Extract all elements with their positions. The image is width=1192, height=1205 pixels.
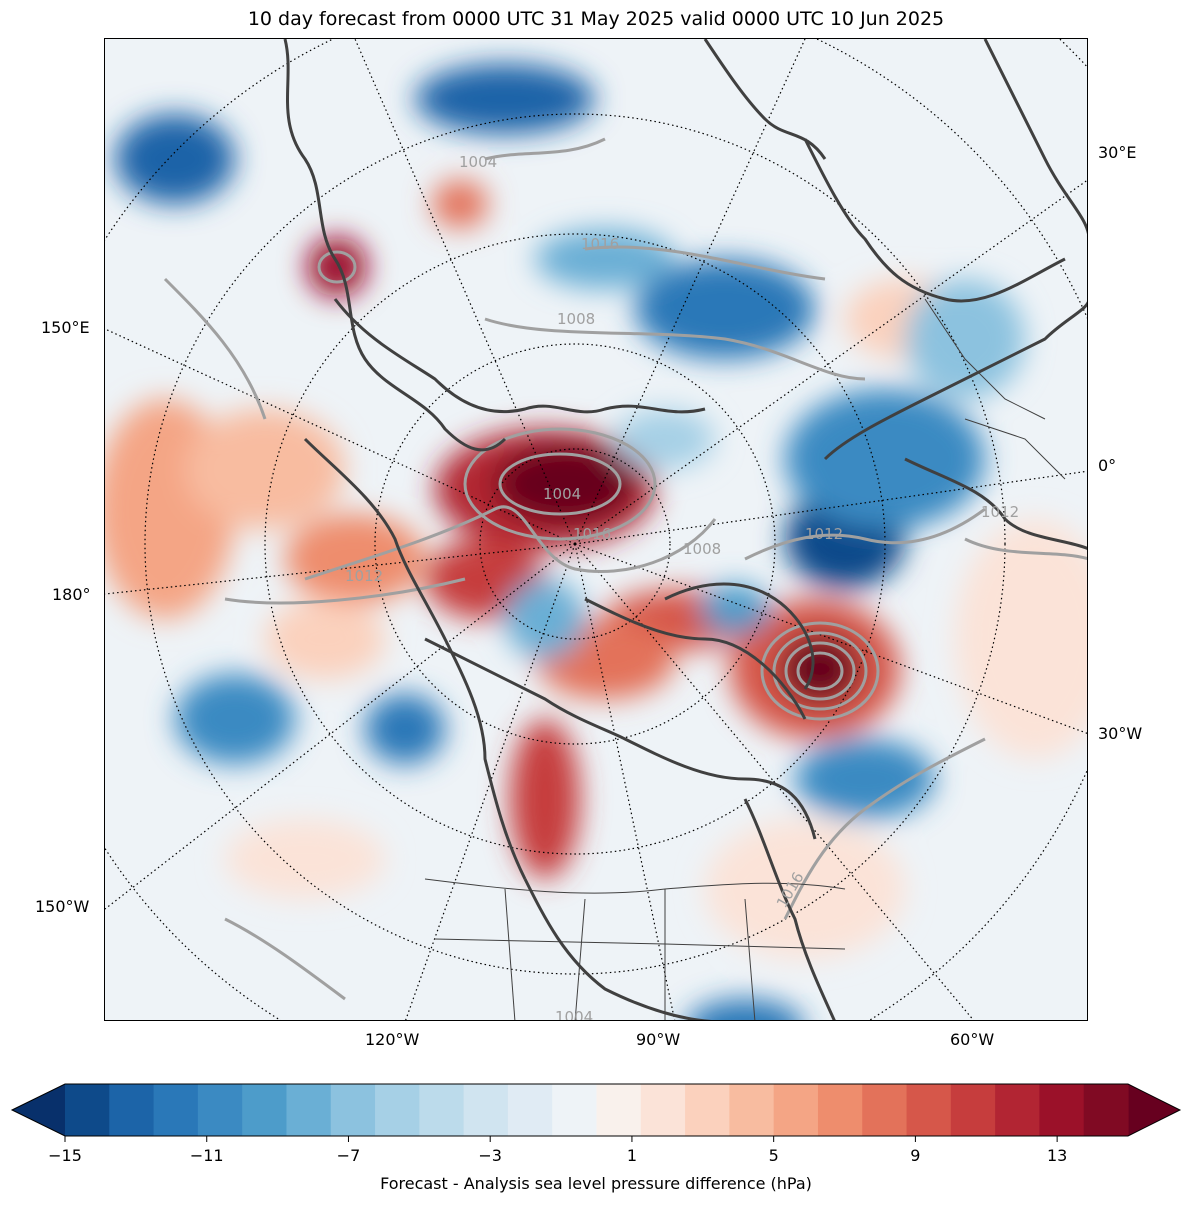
colorbar-cell — [463, 1084, 509, 1136]
colorbar-cell — [1039, 1084, 1085, 1136]
colorbar-tick-label: 5 — [768, 1146, 779, 1165]
map-panel: 1004 1008 1012 1016 1004 1016 1008 1012 … — [104, 38, 1088, 1021]
colorbar-cell — [552, 1084, 598, 1136]
pressure-difference-field — [105, 64, 1087, 1020]
contour-label: 1016 — [573, 525, 611, 543]
contour-label: 1012 — [981, 503, 1019, 521]
colorbar-extend-high — [1128, 1084, 1180, 1136]
colorbar-cell — [507, 1084, 553, 1136]
colorbar-tick-label: −7 — [336, 1146, 361, 1165]
colorbar-cell — [242, 1084, 288, 1136]
colorbar-cell — [286, 1084, 332, 1136]
colorbar-cell — [375, 1084, 420, 1136]
lon-label-150e: 150°E — [41, 318, 90, 337]
colorbar-tick-label: −15 — [48, 1146, 82, 1165]
colorbar-tick-label: 13 — [1046, 1146, 1068, 1165]
lon-label-0: 0° — [1098, 456, 1117, 475]
colorbar-cell — [729, 1084, 775, 1136]
lon-label-60w: 60°W — [950, 1030, 995, 1049]
lon-label-30w: 30°W — [1098, 724, 1143, 743]
lon-label-120w: 120°W — [365, 1030, 420, 1049]
colorbar-cell — [419, 1084, 465, 1136]
colorbar: −15 −11 −7 −3 1 5 9 13 Forecast - Analysis sea … — [0, 1080, 1192, 1200]
colorbar-bar — [10, 1083, 1182, 1142]
colorbar-label: Forecast - Analysis sea level pressure d… — [380, 1174, 812, 1193]
lon-label-150w: 150°W — [35, 897, 90, 916]
contour-label: 1008 — [683, 540, 721, 558]
colorbar-cell — [862, 1084, 908, 1136]
contour-label: 1012 — [345, 567, 383, 585]
colorbar-cell — [906, 1084, 952, 1136]
contour-label: 1012 — [805, 525, 843, 543]
isobar-contours — [163, 137, 1087, 1001]
colorbar-cell — [773, 1084, 819, 1136]
chart-title: 10 day forecast from 0000 UTC 31 May 202… — [247, 8, 945, 30]
colorbar-cell — [685, 1084, 730, 1136]
lon-label-90w: 90°W — [636, 1030, 681, 1049]
colorbar-cell — [65, 1084, 110, 1136]
colorbar-tick-label: −11 — [189, 1146, 224, 1165]
coastlines — [283, 39, 1087, 1020]
colorbar-tick-label: −3 — [478, 1146, 502, 1165]
colorbar-cell — [640, 1084, 686, 1136]
contour-label: 1004 — [543, 485, 581, 503]
colorbar-cell — [596, 1084, 642, 1136]
lon-label-30e: 30°E — [1098, 143, 1137, 162]
contour-label: 1008 — [557, 310, 595, 328]
colorbar-cell — [817, 1084, 863, 1136]
contour-label: 1016 — [581, 235, 619, 253]
colorbar-tick-label: 9 — [910, 1146, 921, 1165]
contour-label: 1004 — [555, 1008, 593, 1021]
colorbar-tick-label: 1 — [626, 1146, 638, 1165]
colorbar-cell — [153, 1084, 199, 1136]
colorbar-cell — [995, 1084, 1041, 1136]
colorbar-cell — [950, 1084, 996, 1136]
lon-label-180: 180° — [52, 585, 91, 604]
colorbar-cell — [109, 1084, 155, 1136]
colorbar-extend-low — [12, 1084, 65, 1136]
colorbar-cell — [330, 1084, 376, 1136]
colorbar-cell — [1083, 1084, 1129, 1136]
colorbar-cell — [197, 1084, 243, 1136]
borders — [424, 298, 1066, 1020]
map-canvas: 1004 1008 1012 1016 1004 1016 1008 1012 … — [105, 39, 1087, 1021]
contour-label: 1004 — [459, 153, 497, 171]
